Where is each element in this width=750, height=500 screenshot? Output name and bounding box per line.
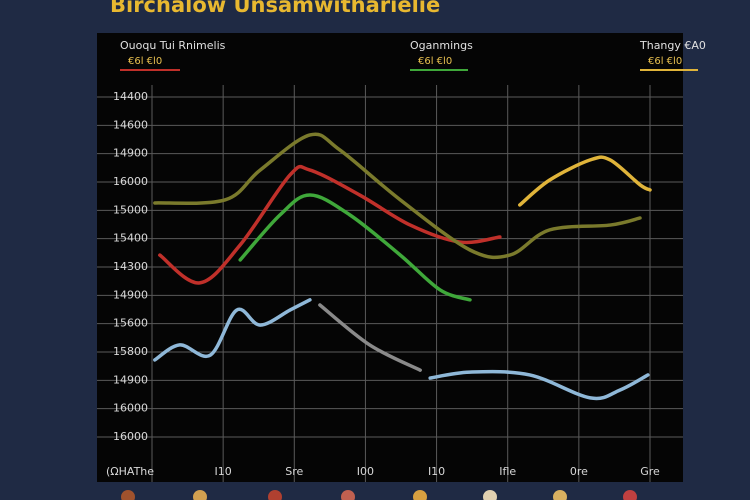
series-line [153,132,642,260]
chart-title: Birchalow Unsamwitharielie [110,0,440,17]
food-strip [121,490,637,500]
y-tick-label: 14300 [113,260,148,273]
y-tick-label: 14900 [113,147,148,160]
y-tick-label: 15000 [113,203,148,216]
x-tick-label: 0re [570,465,588,478]
x-tick-label: Ifle [499,465,516,478]
y-tick-label: 15400 [113,232,148,245]
y-tick-label: 14400 [113,90,148,103]
legend-subtitle: €6l €l0 [648,56,682,67]
legend-label: Oganmings [410,39,473,52]
y-tick-label: 16000 [113,175,148,188]
x-tick-label: I00 [357,465,374,478]
x-tick-label: Sre [285,465,303,478]
series-line [518,155,652,207]
chart-panel [97,33,683,482]
series-line [158,164,502,285]
y-tick-label: 15600 [113,317,148,330]
legend-subtitle: €6l €l0 [128,56,162,67]
legend-label: Thangy €A0 [639,39,706,52]
y-tick-label: 14600 [113,118,148,131]
series-line [238,193,472,302]
y-tick-label: 14900 [113,288,148,301]
x-tick-label: I10 [215,465,232,478]
y-tick-label: 14900 [113,373,148,386]
series-line [318,303,422,372]
legend-subtitle: €6l €l0 [418,56,452,67]
y-tick-label: 16000 [113,402,148,415]
x-tick-label: Gre [640,465,660,478]
y-tick-label: 15800 [113,345,148,358]
x-tick-label: (ΩHAThe [106,465,154,478]
series-line [153,298,650,401]
y-tick-label: 16000 [113,430,148,443]
legend-label: Ouoqu Tui Rnimelis [120,39,226,52]
x-tick-label: I10 [428,465,445,478]
